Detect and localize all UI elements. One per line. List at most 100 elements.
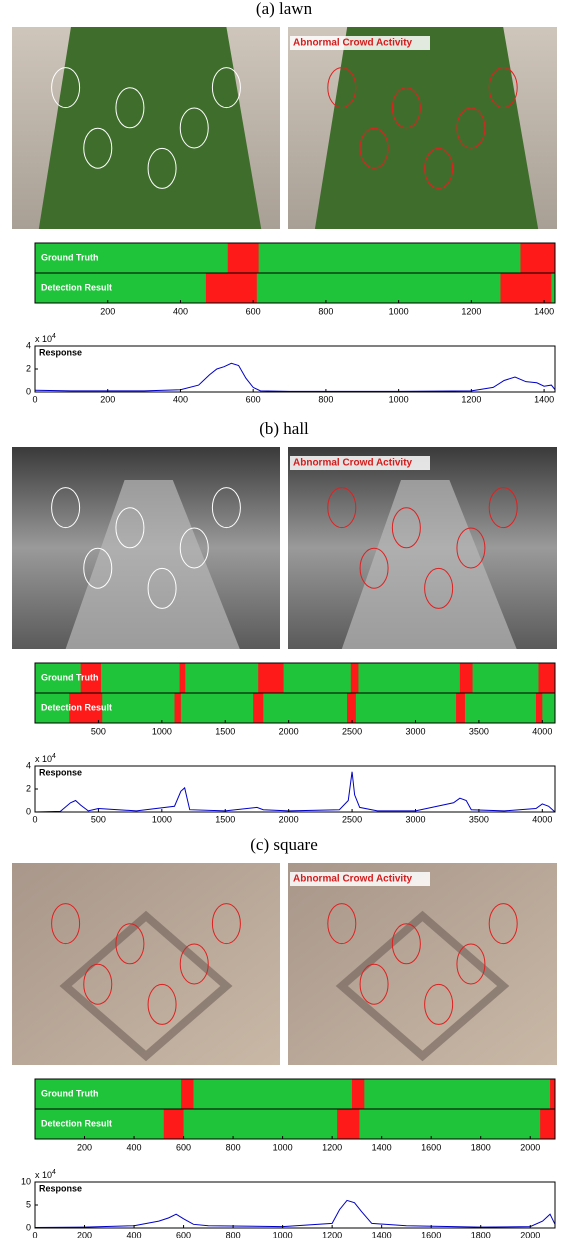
y-tick-label: 2 (26, 783, 31, 793)
y-tick-label: 4 (26, 760, 31, 770)
abnormal-interval (550, 1079, 555, 1109)
abnormal-interval (347, 693, 356, 723)
normal-band (35, 273, 555, 303)
x-tick-label: 1500 (215, 814, 235, 824)
caption: (a) lawn (256, 0, 313, 18)
x-tick-label: 800 (226, 1230, 241, 1238)
row-name: Ground Truth (41, 252, 99, 262)
x-tick-label: 0 (32, 1230, 37, 1238)
lawn (315, 27, 538, 229)
x-tick-label: 3000 (405, 814, 425, 824)
x-tick-label: 500 (91, 814, 106, 824)
x-tick-label: 4000 (532, 726, 552, 736)
x-tick-label: 400 (173, 306, 188, 316)
abnormal-interval (253, 693, 263, 723)
multiplier: x 10 (35, 1170, 52, 1180)
x-tick-label: 1800 (471, 1230, 491, 1238)
x-tick-label: 1400 (534, 306, 554, 316)
normal-band (35, 663, 555, 693)
response-line (35, 772, 555, 812)
x-tick-label: 600 (246, 394, 261, 404)
x-tick-label: 2000 (520, 1230, 540, 1238)
abnormal-interval (206, 273, 257, 303)
multiplier: x 10 (35, 754, 52, 764)
x-tick-label: 1200 (322, 1142, 342, 1152)
x-tick-label: 1400 (534, 394, 554, 404)
overlay-label: Abnormal Crowd Activity (293, 38, 413, 49)
row-name: Detection Result (41, 702, 112, 712)
x-tick-label: 0 (32, 394, 37, 404)
panel: (b) hallAbnormal Crowd ActivityGround Tr… (12, 419, 557, 824)
x-tick-label: 1200 (461, 306, 481, 316)
response-line (35, 1200, 555, 1227)
response-label: Response (39, 1183, 82, 1193)
x-tick-label: 1000 (273, 1142, 293, 1152)
x-tick-label: 200 (77, 1230, 92, 1238)
normal-band (35, 1079, 555, 1109)
x-tick-label: 1400 (372, 1142, 392, 1152)
x-tick-label: 1400 (372, 1230, 392, 1238)
abnormal-interval (539, 663, 555, 693)
abnormal-interval (258, 663, 283, 693)
x-tick-label: 0 (32, 814, 37, 824)
abnormal-interval (181, 1079, 193, 1109)
x-tick-label: 600 (176, 1142, 191, 1152)
y-multiplier: x 104 (35, 1169, 56, 1181)
x-tick-label: 400 (127, 1142, 142, 1152)
x-tick-label: 1000 (152, 814, 172, 824)
response-line (35, 363, 555, 391)
abnormal-interval (351, 663, 359, 693)
x-tick-label: 2000 (279, 814, 299, 824)
x-tick-label: 2000 (520, 1142, 540, 1152)
x-tick-label: 1000 (152, 726, 172, 736)
y-tick-label: 5 (26, 1199, 31, 1209)
x-tick-label: 1500 (215, 726, 235, 736)
x-tick-label: 1000 (389, 306, 409, 316)
y-tick-label: 10 (21, 1176, 31, 1186)
row-name: Detection Result (41, 282, 112, 292)
x-tick-label: 200 (100, 306, 115, 316)
y-multiplier: x 104 (35, 333, 56, 345)
response-label: Response (39, 347, 82, 357)
x-tick-label: 1600 (421, 1230, 441, 1238)
abnormal-interval (456, 693, 465, 723)
x-tick-label: 600 (176, 1230, 191, 1238)
abnormal-interval (164, 1109, 184, 1139)
abnormal-interval (175, 693, 181, 723)
x-tick-label: 1000 (273, 1230, 293, 1238)
x-tick-label: 3000 (405, 726, 425, 736)
x-tick-label: 1200 (322, 1230, 342, 1238)
x-tick-label: 400 (127, 1230, 142, 1238)
x-tick-label: 2500 (342, 726, 362, 736)
caption: (b) hall (259, 419, 309, 438)
abnormal-interval (180, 663, 186, 693)
lawn (39, 27, 261, 229)
x-tick-label: 2500 (342, 814, 362, 824)
abnormal-interval (352, 1079, 364, 1109)
response-label: Response (39, 767, 82, 777)
x-tick-label: 3500 (469, 726, 489, 736)
y-tick-label: 4 (26, 340, 31, 350)
multiplier-exponent: 4 (52, 1169, 56, 1176)
multiplier-exponent: 4 (52, 753, 56, 760)
row-name: Detection Result (41, 1118, 112, 1128)
x-tick-label: 1000 (389, 394, 409, 404)
x-tick-label: 2000 (279, 726, 299, 736)
y-tick-label: 2 (26, 363, 31, 373)
y-tick-label: 0 (26, 386, 31, 396)
y-multiplier: x 104 (35, 753, 56, 765)
abnormal-interval (228, 243, 259, 273)
normal-band (35, 243, 555, 273)
plot-frame (35, 1182, 555, 1228)
y-tick-label: 0 (26, 1222, 31, 1232)
x-tick-label: 1600 (421, 1142, 441, 1152)
video-frame (288, 863, 557, 1065)
x-tick-label: 1200 (461, 394, 481, 404)
x-tick-label: 500 (91, 726, 106, 736)
multiplier: x 10 (35, 334, 52, 344)
row-name: Ground Truth (41, 1088, 99, 1098)
normal-band (35, 693, 555, 723)
x-tick-label: 200 (100, 394, 115, 404)
x-tick-label: 3500 (469, 814, 489, 824)
